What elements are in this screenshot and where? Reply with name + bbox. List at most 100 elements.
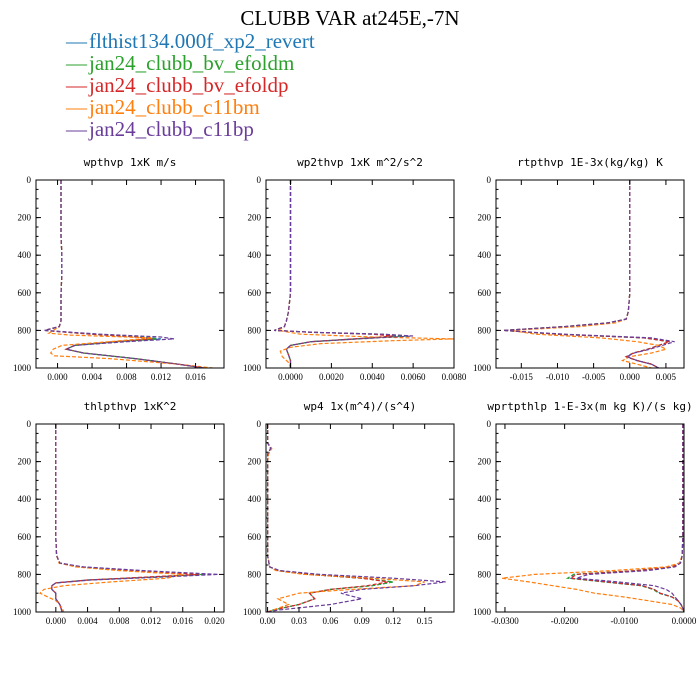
x-tick-label: 0.000: [620, 372, 641, 382]
y-tick-label: 1000: [243, 363, 262, 373]
y-tick-label: 600: [18, 532, 32, 542]
chart-panel: wp2thvp 1xK m^2/s^2 0 200 400 600 800 1000 0.00…: [243, 156, 467, 382]
y-tick-label: 800: [478, 325, 492, 335]
chart-title: thlpthvp 1xK^2: [84, 400, 177, 413]
x-tick-label: 0.0000: [278, 372, 303, 382]
x-tick-label: 0.0040: [360, 372, 385, 382]
chart-title: rtpthvp 1E-3x(kg/kg) K: [517, 156, 663, 169]
plot-frame: [35, 423, 225, 613]
y-tick-label: 0: [257, 175, 262, 185]
legend-label: jan24_clubb_c11bp: [89, 117, 254, 141]
y-tick-label: 200: [248, 213, 262, 223]
y-tick-label: 800: [248, 569, 262, 579]
x-tick-label: 0.012: [141, 616, 161, 626]
y-tick-label: 1000: [473, 607, 492, 617]
series-line: [273, 180, 414, 368]
legend: —flthist134.000f_xp2_revert —jan24_clubb…: [66, 30, 315, 140]
y-tick-label: 200: [478, 457, 492, 467]
y-tick-label: 400: [248, 494, 262, 504]
y-tick-label: 800: [18, 325, 32, 335]
y-tick-label: 800: [248, 325, 262, 335]
series-line: [503, 180, 675, 368]
y-tick-label: 0: [487, 175, 492, 185]
y-tick-label: 1000: [243, 607, 262, 617]
chart-panel: thlpthvp 1xK^2 0 200 400 600 800 1000 0.000 0.00…: [13, 400, 225, 626]
x-tick-label: 0.016: [185, 372, 206, 382]
plot-frame: [265, 423, 455, 613]
series-line: [51, 424, 199, 612]
chart-panel: wpthvp 1xK m/s 0 200 400 600 800 1000 0.000 0.00…: [13, 156, 225, 382]
chart-title: wpthvp 1xK m/s: [84, 156, 177, 169]
y-tick-label: 1000: [13, 607, 32, 617]
x-tick-label: -0.015: [510, 372, 534, 382]
x-tick-label: 0.12: [385, 616, 401, 626]
y-tick-label: 400: [18, 250, 32, 260]
series-line: [276, 180, 454, 368]
x-tick-label: 0.008: [109, 616, 130, 626]
legend-line-swatch: —: [66, 73, 87, 97]
x-tick-label: 0.020: [204, 616, 225, 626]
legend-item: —jan24_clubb_bv_efoldp: [66, 74, 315, 96]
series-line: [51, 424, 219, 612]
legend-label: jan24_clubb_c11bm: [89, 95, 260, 119]
series-line: [44, 180, 205, 368]
x-tick-label: 0.016: [173, 616, 194, 626]
series-line: [51, 424, 203, 612]
x-tick-label: 0.005: [656, 372, 677, 382]
chart-title: wprtpthlp 1-E-3x(m kg K)/(s kg): [487, 400, 692, 413]
y-tick-label: 600: [248, 532, 262, 542]
y-tick-label: 0: [257, 419, 262, 429]
series-line: [503, 180, 670, 368]
legend-line-swatch: —: [66, 51, 87, 75]
y-tick-label: 400: [18, 494, 32, 504]
legend-line-swatch: —: [66, 117, 87, 141]
x-tick-label: -0.005: [582, 372, 606, 382]
page-title: CLUBB VAR at245E,-7N: [240, 6, 460, 30]
x-tick-label: -0.010: [546, 372, 570, 382]
chart-title: wp4 1x(m^4)/(s^4): [304, 400, 417, 413]
legend-item: —jan24_clubb_bv_efoldm: [66, 52, 315, 74]
x-tick-label: 0.004: [77, 616, 98, 626]
y-tick-label: 400: [478, 494, 492, 504]
y-tick-label: 0: [487, 419, 492, 429]
y-tick-label: 600: [18, 288, 32, 298]
y-tick-label: 600: [248, 288, 262, 298]
legend-label: jan24_clubb_bv_efoldp: [89, 73, 289, 97]
series-line: [267, 424, 389, 612]
legend-line-swatch: —: [66, 29, 87, 53]
y-tick-label: 200: [18, 457, 32, 467]
y-tick-label: 1000: [13, 363, 32, 373]
x-tick-label: 0.06: [323, 616, 339, 626]
x-tick-label: 0.0020: [319, 372, 344, 382]
series-line: [38, 424, 183, 612]
x-tick-label: 0.0080: [442, 372, 467, 382]
y-tick-label: 400: [478, 250, 492, 260]
x-tick-label: 0.004: [82, 372, 103, 382]
legend-item: —flthist134.000f_xp2_revert: [66, 30, 315, 52]
x-tick-label: 0.008: [116, 372, 137, 382]
series-line: [267, 424, 446, 612]
plot-frame: [495, 423, 685, 613]
legend-label: flthist134.000f_xp2_revert: [89, 29, 315, 53]
y-tick-label: 800: [478, 569, 492, 579]
series-line: [267, 424, 425, 612]
y-tick-label: 600: [478, 288, 492, 298]
y-tick-label: 0: [27, 175, 32, 185]
y-tick-label: 400: [248, 250, 262, 260]
series-line: [568, 424, 684, 612]
y-tick-label: 600: [478, 532, 492, 542]
series-line: [501, 424, 684, 612]
x-tick-label: -0.0100: [610, 616, 638, 626]
legend-label: jan24_clubb_bv_efoldm: [89, 51, 295, 75]
x-tick-label: -0.0300: [491, 616, 519, 626]
x-tick-label: 0.15: [417, 616, 433, 626]
chart-panel: wprtpthlp 1-E-3x(m kg K)/(s kg) 0 200 400 60…: [473, 400, 697, 626]
legend-line-swatch: —: [66, 95, 87, 119]
x-tick-label: 0.00: [260, 616, 276, 626]
x-tick-label: 0.0000: [672, 616, 697, 626]
plot-frame: [265, 179, 455, 369]
series-line: [273, 180, 393, 368]
x-tick-label: 0.09: [354, 616, 370, 626]
